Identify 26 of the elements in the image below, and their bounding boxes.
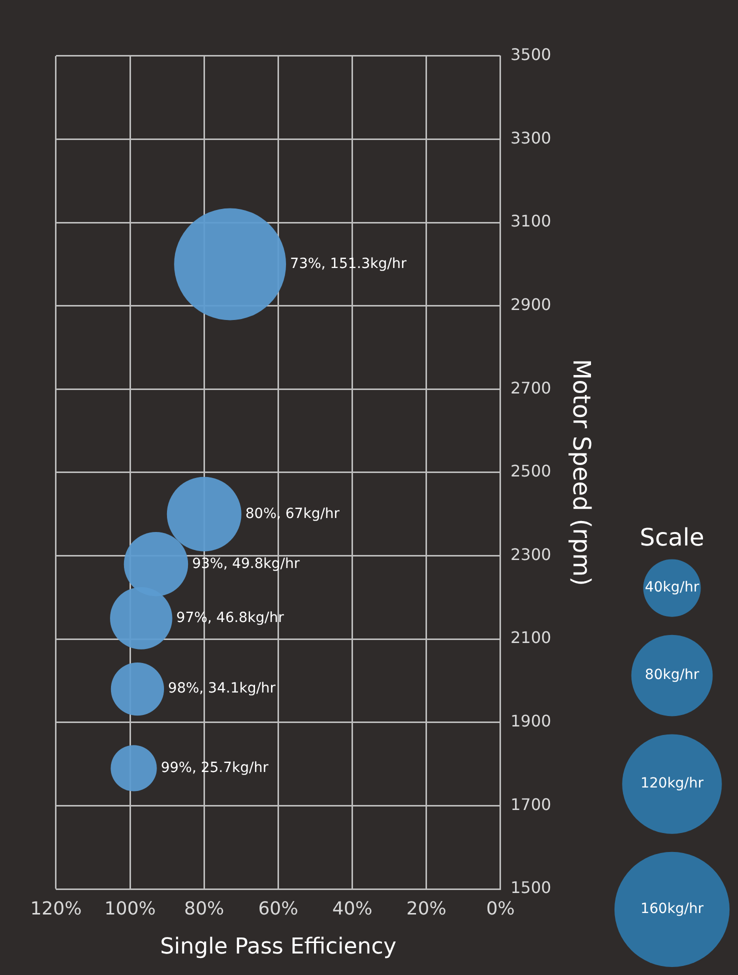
x-tick-label: 0% [486,898,515,920]
x-axis-title: Single Pass Efficiency [160,934,396,960]
x-tick-label: 80% [184,898,224,920]
x-tick-label: 100% [104,898,156,920]
y-tick-label: 2900 [510,295,552,314]
y-tick-label: 3300 [510,128,552,148]
legend-label: 80kg/hr [644,667,700,684]
x-tick-label: 20% [406,898,446,920]
legend-label: 40kg/hr [644,580,700,596]
x-tick-label: 60% [258,898,298,920]
legend-title: Scale [640,523,704,552]
y-tick-label: 1900 [510,712,552,731]
y-tick-label: 3500 [510,45,552,64]
y-tick-label: 1700 [510,794,552,814]
legend-label: 120kg/hr [640,776,704,792]
y-tick-label: 2100 [510,628,552,648]
y-tick-label: 2700 [510,378,552,398]
x-tick-label: 40% [332,898,372,920]
y-tick-label: 3100 [510,212,552,231]
y-tick-label: 1500 [510,878,552,898]
data-label: 98%, 34.1kg/hr [168,680,276,697]
x-tick-label: 120% [30,898,82,920]
y-tick-label: 2500 [510,462,552,481]
y-axis-title: Motor Speed (rpm) [567,358,596,586]
y-tick-label: 2300 [510,544,552,564]
legend-label: 160kg/hr [640,901,704,918]
